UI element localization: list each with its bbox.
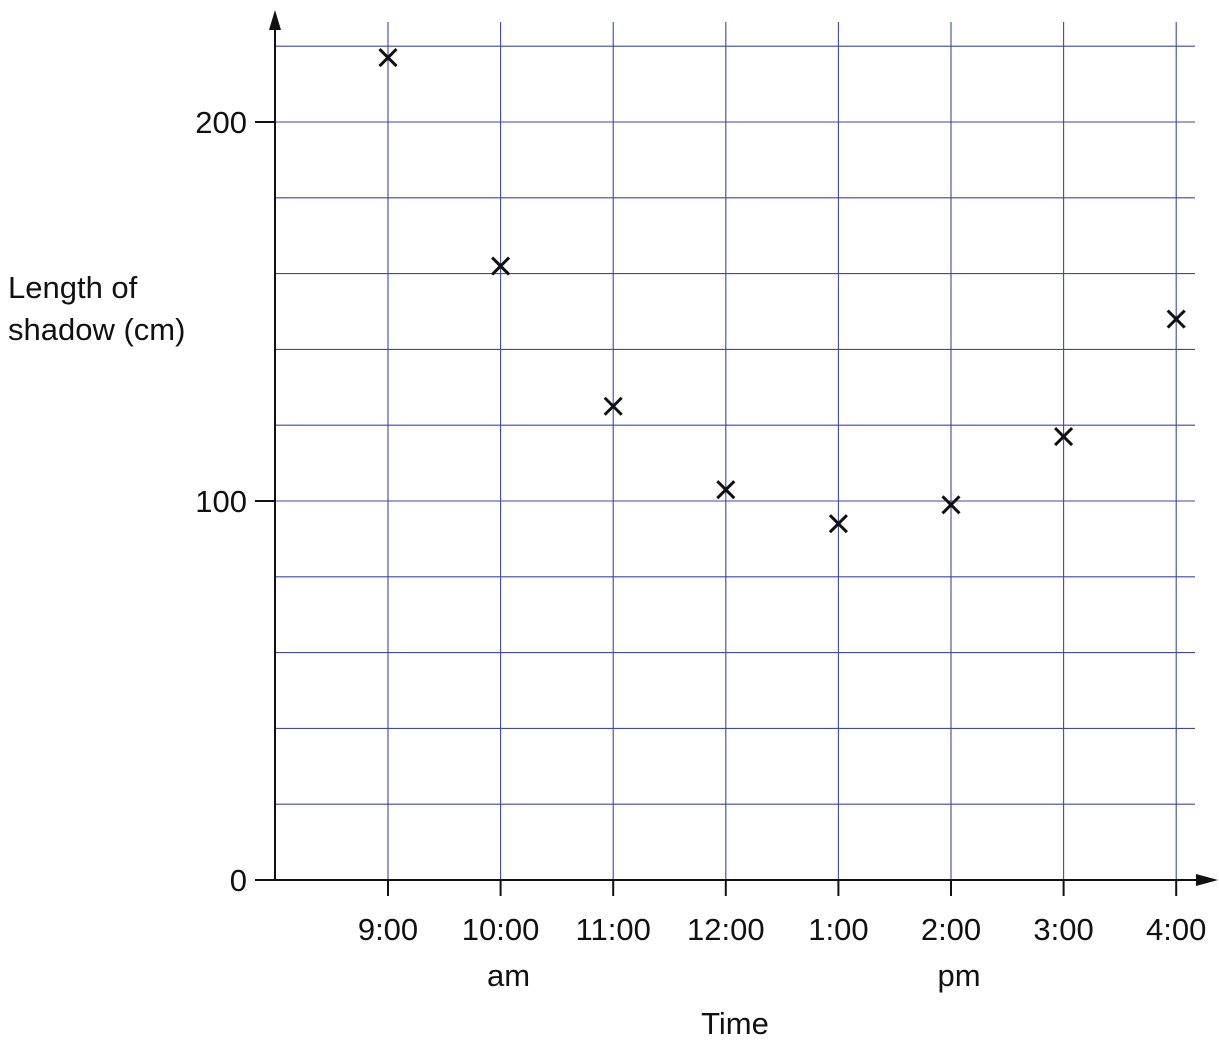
data-points — [378, 48, 1186, 534]
data-point-marker — [1054, 427, 1074, 447]
x-axis-arrow-icon — [1196, 874, 1218, 886]
y-axis-title-line: shadow (cm) — [8, 312, 185, 347]
data-point-marker — [603, 396, 623, 416]
axis-ticks — [255, 121, 1178, 896]
data-point-marker — [491, 256, 511, 276]
data-point-marker — [828, 514, 848, 534]
x-tick-label: 3:00 — [1033, 912, 1093, 947]
grid — [275, 22, 1195, 880]
y-axis-title-line: Length of — [8, 270, 138, 305]
x-tick-label: 10:00 — [462, 912, 540, 947]
data-point-marker — [941, 495, 961, 515]
y-tick-label: 200 — [195, 105, 247, 140]
axis-labels: 0 100 200 9:00 10:00 11:00 12:00 1:00 2:00 3:00 4:… — [8, 105, 1206, 1041]
x-period-label: pm — [937, 958, 980, 993]
y-tick-label: 100 — [195, 484, 247, 519]
y-tick-label: 0 — [230, 863, 247, 898]
x-tick-label: 11:00 — [576, 912, 651, 947]
data-point-marker — [378, 48, 398, 68]
x-tick-label: 1:00 — [808, 912, 868, 947]
x-tick-label: 9:00 — [358, 912, 418, 947]
x-tick-label: 12:00 — [687, 912, 765, 947]
y-axis-arrow-icon — [269, 10, 281, 30]
axes — [269, 10, 1218, 886]
x-axis-title: Time — [701, 1006, 769, 1041]
data-point-marker — [1166, 309, 1186, 329]
x-tick-label: 4:00 — [1146, 912, 1206, 947]
x-tick-label: 2:00 — [921, 912, 981, 947]
x-period-label: am — [487, 958, 530, 993]
data-point-marker — [716, 480, 736, 500]
